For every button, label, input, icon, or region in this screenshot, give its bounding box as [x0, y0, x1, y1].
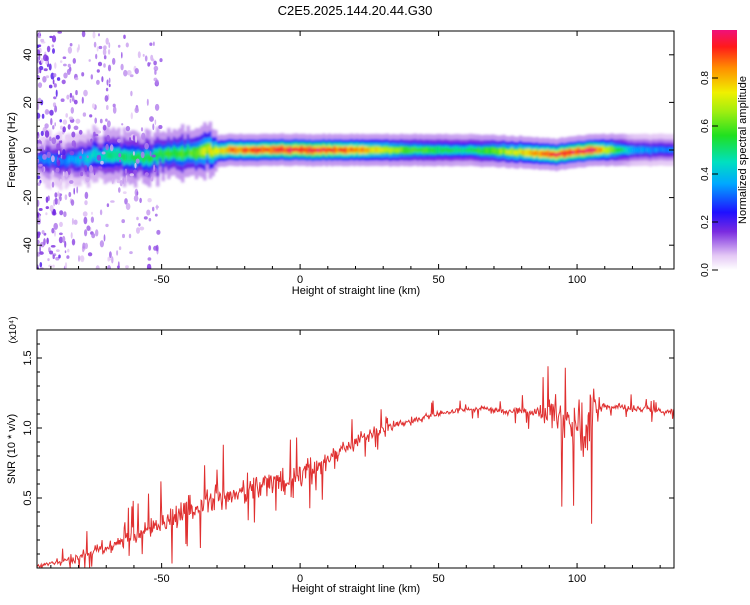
spectrogram-panel: -50 0 50 100 -40 -20 0 20 40 Height of straight … [6, 30, 675, 297]
y-tick-label: 0 [22, 147, 34, 153]
colorbar-label: Normalized spectral amplitude [737, 76, 749, 224]
y-tick-label: 1.0 [22, 420, 34, 435]
y-tick-label: 40 [22, 49, 34, 61]
snr-y-unit-label: (x10⁴) [8, 316, 19, 343]
colorbar-gradient [712, 30, 737, 270]
colorbar-ticks: 0.0 0.2 0.4 0.6 0.8 [700, 71, 718, 277]
snr-y-axis-label: SNR (10 * v/v) [6, 414, 18, 484]
colorbar: 0.0 0.2 0.4 0.6 0.8 Normalized spectral ampl… [700, 30, 749, 277]
spectrogram-ridge [37, 121, 674, 191]
figure-title: C2E5.2025.144.20.44.G30 [278, 3, 433, 18]
y-tick-label: 20 [22, 96, 34, 108]
snr-x-axis-label: Height of straight line (km) [292, 583, 420, 595]
colorbar-tick-label: 0.2 [700, 215, 711, 229]
spectrogram-x-axis-label: Height of straight line (km) [292, 285, 420, 297]
spectrogram-y-axis-label: Frequency (Hz) [6, 112, 18, 188]
colorbar-tick-label: 0.0 [700, 263, 711, 277]
colorbar-tick-label: 0.8 [700, 71, 711, 85]
snr-frame [36, 329, 675, 569]
x-tick-label: 0 [297, 573, 303, 585]
x-tick-label: -50 [154, 573, 170, 585]
y-tick-label: -20 [22, 190, 34, 206]
y-tick-label: -40 [22, 237, 34, 253]
spectrogram-heatmap [37, 31, 674, 269]
x-tick-label: 100 [568, 274, 586, 286]
spectrogram-noise [37, 31, 163, 269]
spectrogram-ticks: -50 0 50 100 -40 -20 0 20 40 [22, 30, 674, 286]
colorbar-tick-label: 0.4 [700, 167, 711, 181]
x-tick-label: 50 [432, 573, 444, 585]
x-tick-label: 0 [297, 274, 303, 286]
spectrogram-frame [36, 30, 675, 270]
x-tick-label: 100 [568, 573, 586, 585]
x-tick-label: 50 [432, 274, 444, 286]
snr-series-line [37, 366, 674, 568]
colorbar-tick-label: 0.6 [700, 119, 711, 133]
y-tick-label: 1.5 [22, 350, 34, 365]
y-tick-label: 0.5 [22, 490, 34, 505]
x-tick-label: -50 [154, 274, 170, 286]
snr-panel: -50 0 50 100 0.5 1.0 1.5 Height of straight li… [6, 316, 675, 595]
snr-plot-area [37, 330, 674, 568]
